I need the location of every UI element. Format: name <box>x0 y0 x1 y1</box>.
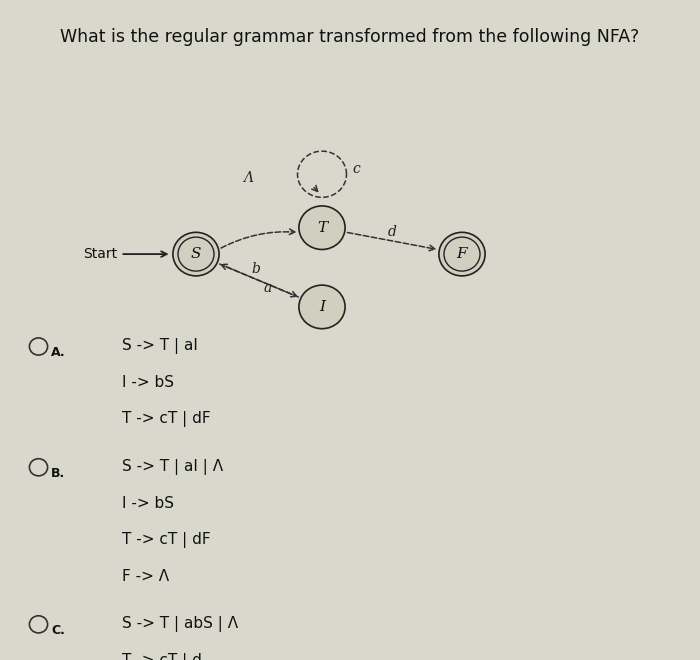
Text: I -> bS: I -> bS <box>122 496 174 511</box>
Text: F: F <box>456 247 468 261</box>
Text: Start: Start <box>83 247 117 261</box>
Text: S: S <box>190 247 202 261</box>
Text: S -> T | aI: S -> T | aI <box>122 339 198 354</box>
Text: B.: B. <box>51 467 65 480</box>
Text: S -> T | aI | Λ: S -> T | aI | Λ <box>122 459 223 475</box>
Text: C.: C. <box>51 624 65 637</box>
Text: c: c <box>352 162 360 176</box>
Text: d: d <box>388 224 396 239</box>
Circle shape <box>439 232 485 276</box>
Text: b: b <box>251 261 260 276</box>
Text: I: I <box>319 300 325 314</box>
Text: a: a <box>264 281 272 296</box>
Text: T -> cT | dF: T -> cT | dF <box>122 411 211 427</box>
Text: T -> cT | dF: T -> cT | dF <box>122 532 211 548</box>
Text: S -> T | abS | Λ: S -> T | abS | Λ <box>122 616 239 632</box>
Text: F -> Λ: F -> Λ <box>122 569 169 583</box>
Circle shape <box>173 232 219 276</box>
Circle shape <box>299 206 345 249</box>
Circle shape <box>299 285 345 329</box>
Text: T -> cT | d: T -> cT | d <box>122 653 202 660</box>
Text: I -> bS: I -> bS <box>122 376 174 390</box>
Text: T: T <box>317 220 327 235</box>
Text: A.: A. <box>51 346 66 359</box>
Text: What is the regular grammar transformed from the following NFA?: What is the regular grammar transformed … <box>60 28 640 46</box>
Text: Λ: Λ <box>243 171 253 185</box>
